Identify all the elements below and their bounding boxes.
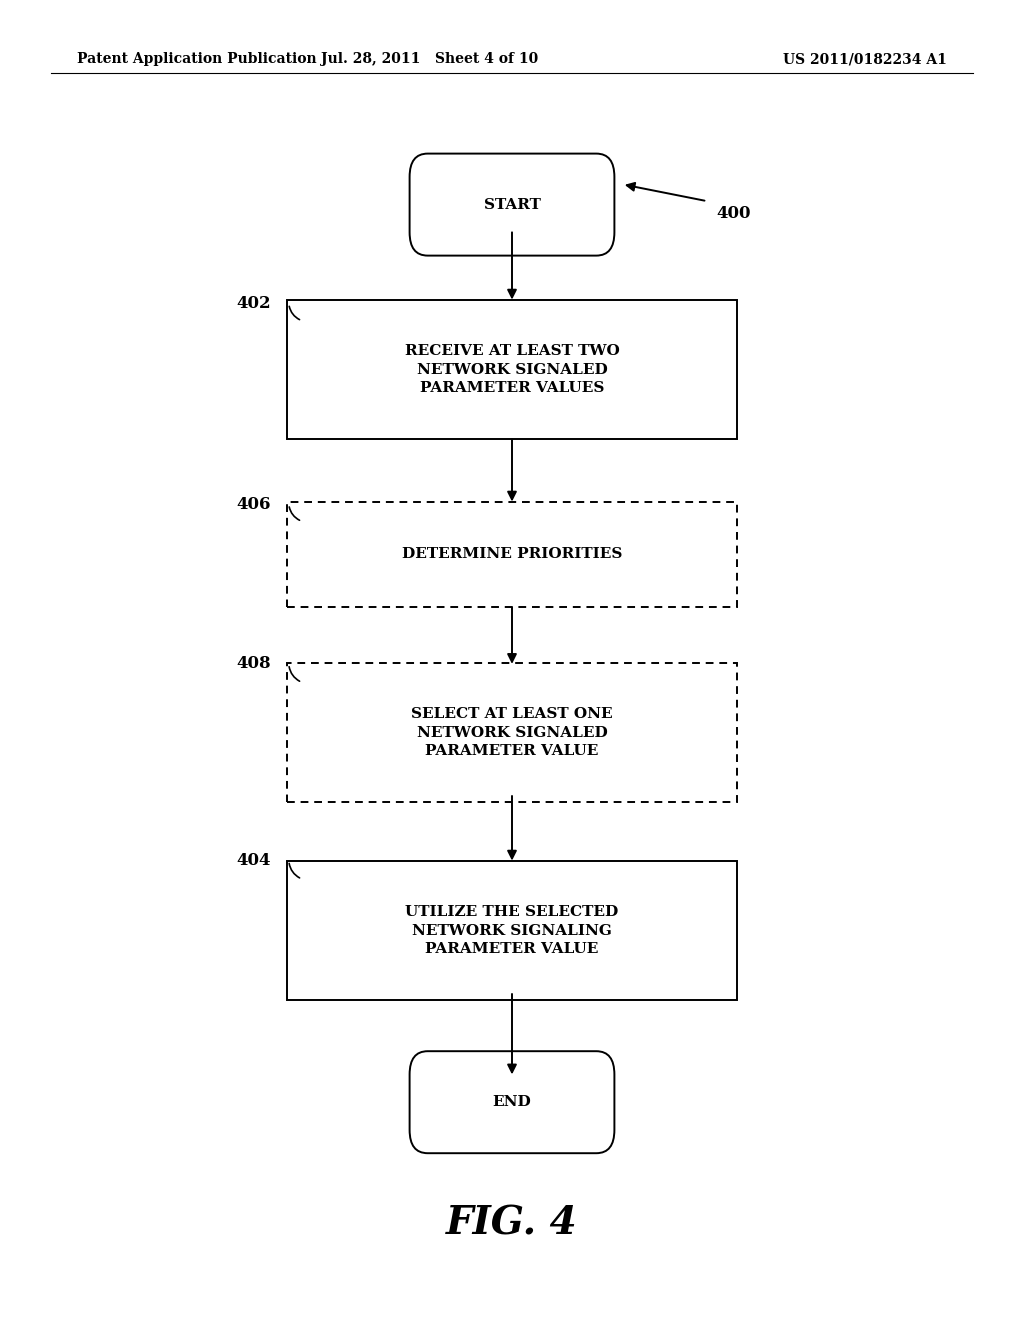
Text: START: START (483, 198, 541, 211)
FancyBboxPatch shape (410, 153, 614, 256)
Text: SELECT AT LEAST ONE
NETWORK SIGNALED
PARAMETER VALUE: SELECT AT LEAST ONE NETWORK SIGNALED PAR… (412, 708, 612, 758)
Text: 408: 408 (237, 656, 271, 672)
Text: FIG. 4: FIG. 4 (446, 1205, 578, 1242)
Bar (287, 300, 737, 438)
Text: DETERMINE PRIORITIES: DETERMINE PRIORITIES (401, 548, 623, 561)
Text: END: END (493, 1096, 531, 1109)
Text: 404: 404 (237, 853, 271, 869)
Bar (287, 663, 737, 801)
FancyBboxPatch shape (410, 1051, 614, 1154)
Text: 402: 402 (237, 296, 271, 312)
Bar (287, 502, 737, 607)
Text: 406: 406 (237, 496, 271, 512)
Bar (287, 862, 737, 1001)
Text: US 2011/0182234 A1: US 2011/0182234 A1 (783, 53, 947, 66)
Text: Jul. 28, 2011   Sheet 4 of 10: Jul. 28, 2011 Sheet 4 of 10 (322, 53, 539, 66)
Text: Patent Application Publication: Patent Application Publication (77, 53, 316, 66)
Text: RECEIVE AT LEAST TWO
NETWORK SIGNALED
PARAMETER VALUES: RECEIVE AT LEAST TWO NETWORK SIGNALED PA… (404, 345, 620, 395)
Text: 400: 400 (717, 206, 752, 222)
Text: UTILIZE THE SELECTED
NETWORK SIGNALING
PARAMETER VALUE: UTILIZE THE SELECTED NETWORK SIGNALING P… (406, 906, 618, 956)
